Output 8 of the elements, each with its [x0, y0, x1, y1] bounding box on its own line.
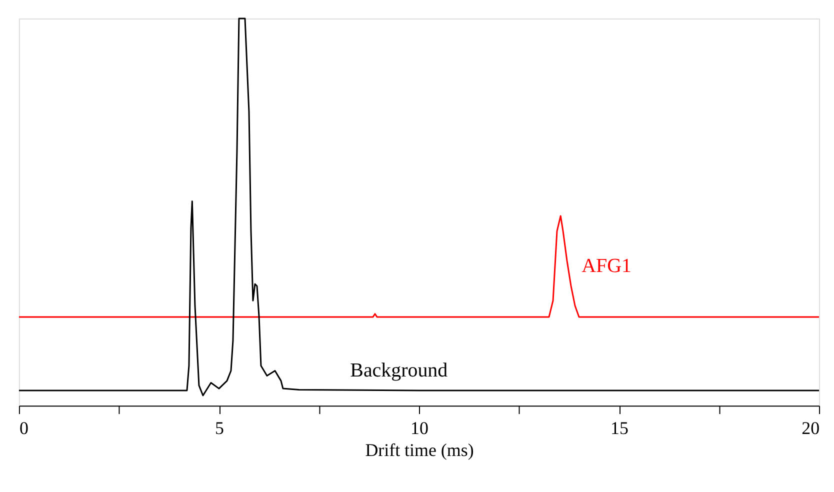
x-axis-title: Drift time (ms)	[365, 440, 474, 460]
series-label: AFG1	[582, 254, 632, 277]
x-tick-label: 20	[802, 418, 820, 438]
x-tick-label: 10	[410, 418, 428, 438]
x-tick-label: 5	[214, 418, 224, 438]
series-label: Background	[350, 360, 448, 382]
x-tick-label: 0	[19, 418, 28, 438]
x-tick-label: 15	[610, 418, 629, 438]
